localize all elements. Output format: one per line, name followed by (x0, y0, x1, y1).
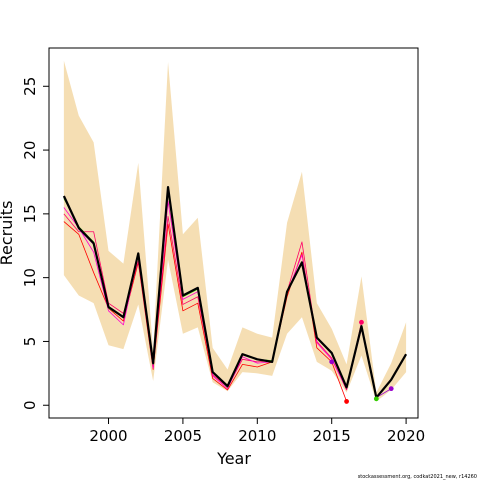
end-point-2016 (344, 399, 349, 404)
end-point-2018 (373, 396, 379, 402)
series-line-retro-1 (63, 221, 347, 402)
confidence-band (63, 60, 407, 402)
y-tick-label: 25 (21, 77, 39, 96)
y-tick-label: 20 (21, 141, 39, 160)
y-axis-title: Recruits (0, 201, 16, 266)
x-tick-label: 2000 (89, 427, 127, 445)
y-tick-label: 15 (21, 204, 39, 223)
y-axis: 0 5 10 15 20 25 (21, 77, 50, 410)
end-point-2017 (359, 319, 364, 325)
x-tick-label: 2015 (313, 427, 351, 445)
x-tick-label: 2010 (238, 427, 276, 445)
confidence-band-layer (63, 60, 407, 402)
y-tick-label: 5 (21, 337, 39, 347)
footnote: stockassessment.org, codkat2021_new, r14… (358, 474, 477, 480)
x-tick-label: 2020 (387, 427, 425, 445)
x-tick-label: 2005 (164, 427, 202, 445)
series-line-retro-3 (63, 200, 377, 399)
y-tick-label: 10 (21, 268, 39, 287)
series-line-main (62, 185, 408, 399)
x-axis: 2000 2005 2010 2015 2020 (89, 417, 425, 445)
end-point-2019 (388, 386, 394, 392)
x-axis-title: Year (216, 449, 251, 468)
series-layer (62, 185, 408, 402)
end-point-2015 (329, 359, 335, 365)
end-points-layer (329, 319, 394, 404)
y-tick-label: 0 (21, 400, 39, 410)
